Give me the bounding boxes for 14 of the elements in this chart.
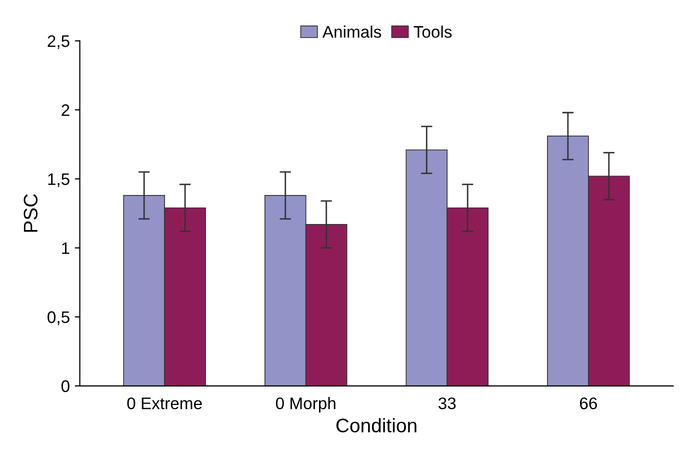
y-tick-label: 0 [61, 380, 70, 392]
x-tick-label: 0 Morph [276, 397, 336, 413]
y-tick-label: 1 [62, 242, 70, 254]
y-tick-label: 1,5 [48, 173, 70, 188]
x-tick-label: 0 Extreme [127, 397, 202, 410]
x-tick-label: 66 [580, 397, 597, 410]
y-axis-title: PSC [24, 194, 38, 232]
legend-label: Animals [322, 26, 382, 38]
y-tick-label: 2 [62, 104, 70, 116]
y-tick-label: 0,5 [48, 311, 70, 326]
legend-label: Tools [414, 26, 452, 38]
x-axis-title: Condition [336, 418, 416, 432]
x-tick-label: 33 [438, 397, 456, 410]
y-tick-label: 2,5 [48, 35, 70, 50]
